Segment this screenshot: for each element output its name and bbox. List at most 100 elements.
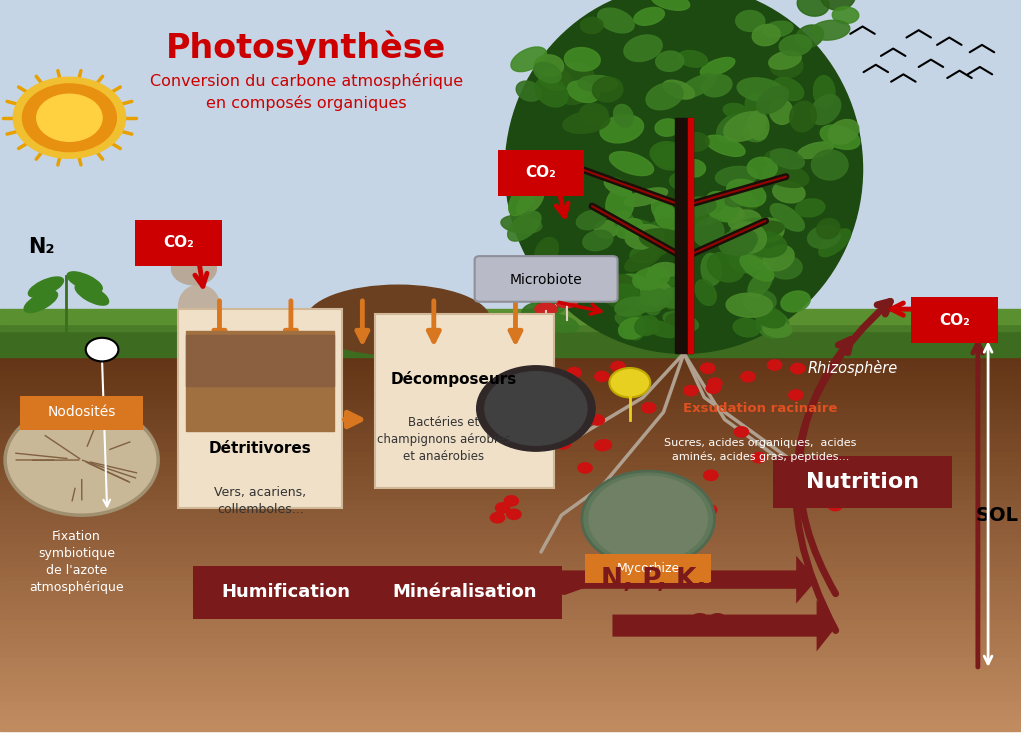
Bar	[0, 352, 1021, 358]
Ellipse shape	[630, 246, 657, 263]
Bar	[0, 438, 1021, 445]
Ellipse shape	[770, 53, 803, 78]
Bar	[0, 615, 1021, 621]
Circle shape	[527, 436, 542, 446]
Ellipse shape	[614, 211, 634, 230]
Ellipse shape	[646, 83, 683, 110]
Ellipse shape	[651, 197, 675, 224]
Ellipse shape	[614, 297, 650, 316]
Bar	[0, 668, 1021, 674]
Ellipse shape	[769, 51, 801, 69]
Ellipse shape	[701, 74, 732, 97]
Circle shape	[567, 367, 582, 378]
Text: Nodosités: Nodosités	[47, 405, 116, 420]
Ellipse shape	[545, 285, 567, 297]
Bar	[0, 601, 1021, 606]
Ellipse shape	[723, 230, 755, 255]
Ellipse shape	[655, 51, 684, 71]
Ellipse shape	[670, 173, 690, 189]
Bar	[0, 476, 1021, 483]
Bar	[0, 419, 1021, 425]
Ellipse shape	[796, 199, 824, 217]
Ellipse shape	[755, 307, 785, 328]
Bar	[0, 682, 1021, 688]
Ellipse shape	[723, 103, 748, 118]
Ellipse shape	[819, 229, 851, 257]
Bar	[0, 706, 1021, 712]
Circle shape	[13, 77, 126, 158]
Ellipse shape	[581, 17, 603, 34]
Ellipse shape	[521, 303, 545, 324]
Text: CO₂: CO₂	[525, 166, 556, 180]
Ellipse shape	[743, 290, 776, 314]
Text: N, P, K....: N, P, K....	[601, 567, 736, 593]
Ellipse shape	[727, 180, 766, 207]
Ellipse shape	[716, 166, 758, 186]
Bar	[0, 687, 1021, 693]
Ellipse shape	[720, 206, 744, 222]
Ellipse shape	[527, 152, 554, 171]
Circle shape	[788, 390, 803, 400]
Bar	[0, 500, 1021, 506]
Ellipse shape	[622, 308, 645, 340]
Bar	[0, 447, 1021, 453]
Bar	[0, 313, 1021, 331]
Bar	[0, 457, 1021, 464]
Ellipse shape	[609, 152, 653, 176]
Circle shape	[609, 368, 650, 397]
Bar	[0, 442, 1021, 449]
Ellipse shape	[68, 272, 102, 292]
Bar	[0, 634, 1021, 640]
Ellipse shape	[687, 210, 720, 225]
Ellipse shape	[701, 253, 722, 286]
Ellipse shape	[606, 187, 634, 222]
Ellipse shape	[539, 68, 572, 91]
FancyBboxPatch shape	[773, 456, 952, 508]
Circle shape	[482, 378, 497, 388]
Ellipse shape	[598, 8, 634, 33]
Circle shape	[471, 363, 485, 373]
Circle shape	[702, 505, 717, 515]
Ellipse shape	[725, 191, 752, 207]
Bar	[0, 654, 1021, 659]
Bar	[0, 692, 1021, 698]
Bar	[186, 331, 334, 431]
Ellipse shape	[655, 119, 680, 136]
Ellipse shape	[29, 277, 63, 297]
Ellipse shape	[595, 221, 617, 238]
Ellipse shape	[708, 252, 744, 282]
Bar	[0, 357, 1021, 363]
Circle shape	[684, 386, 698, 396]
Ellipse shape	[748, 111, 769, 140]
Ellipse shape	[450, 316, 520, 347]
Ellipse shape	[813, 76, 835, 108]
Ellipse shape	[594, 277, 630, 303]
Bar	[0, 394, 1021, 401]
Bar	[0, 553, 1021, 559]
Ellipse shape	[770, 204, 804, 231]
Bar	[0, 400, 1021, 406]
Bar	[0, 520, 1021, 526]
FancyBboxPatch shape	[178, 309, 342, 508]
Ellipse shape	[717, 113, 750, 142]
Ellipse shape	[645, 320, 677, 338]
FancyBboxPatch shape	[367, 567, 562, 618]
Circle shape	[740, 372, 755, 382]
Ellipse shape	[748, 271, 772, 297]
Ellipse shape	[505, 0, 862, 353]
Ellipse shape	[796, 25, 823, 48]
Ellipse shape	[695, 280, 716, 305]
Ellipse shape	[811, 150, 848, 180]
Bar	[0, 677, 1021, 683]
Ellipse shape	[681, 160, 706, 177]
Ellipse shape	[614, 288, 648, 311]
Ellipse shape	[649, 277, 691, 297]
Ellipse shape	[618, 318, 647, 339]
Ellipse shape	[763, 245, 795, 271]
Ellipse shape	[810, 94, 841, 124]
Ellipse shape	[828, 119, 859, 144]
Circle shape	[488, 360, 503, 370]
Bar	[0, 367, 1021, 372]
Ellipse shape	[583, 230, 612, 251]
Bar	[0, 711, 1021, 717]
